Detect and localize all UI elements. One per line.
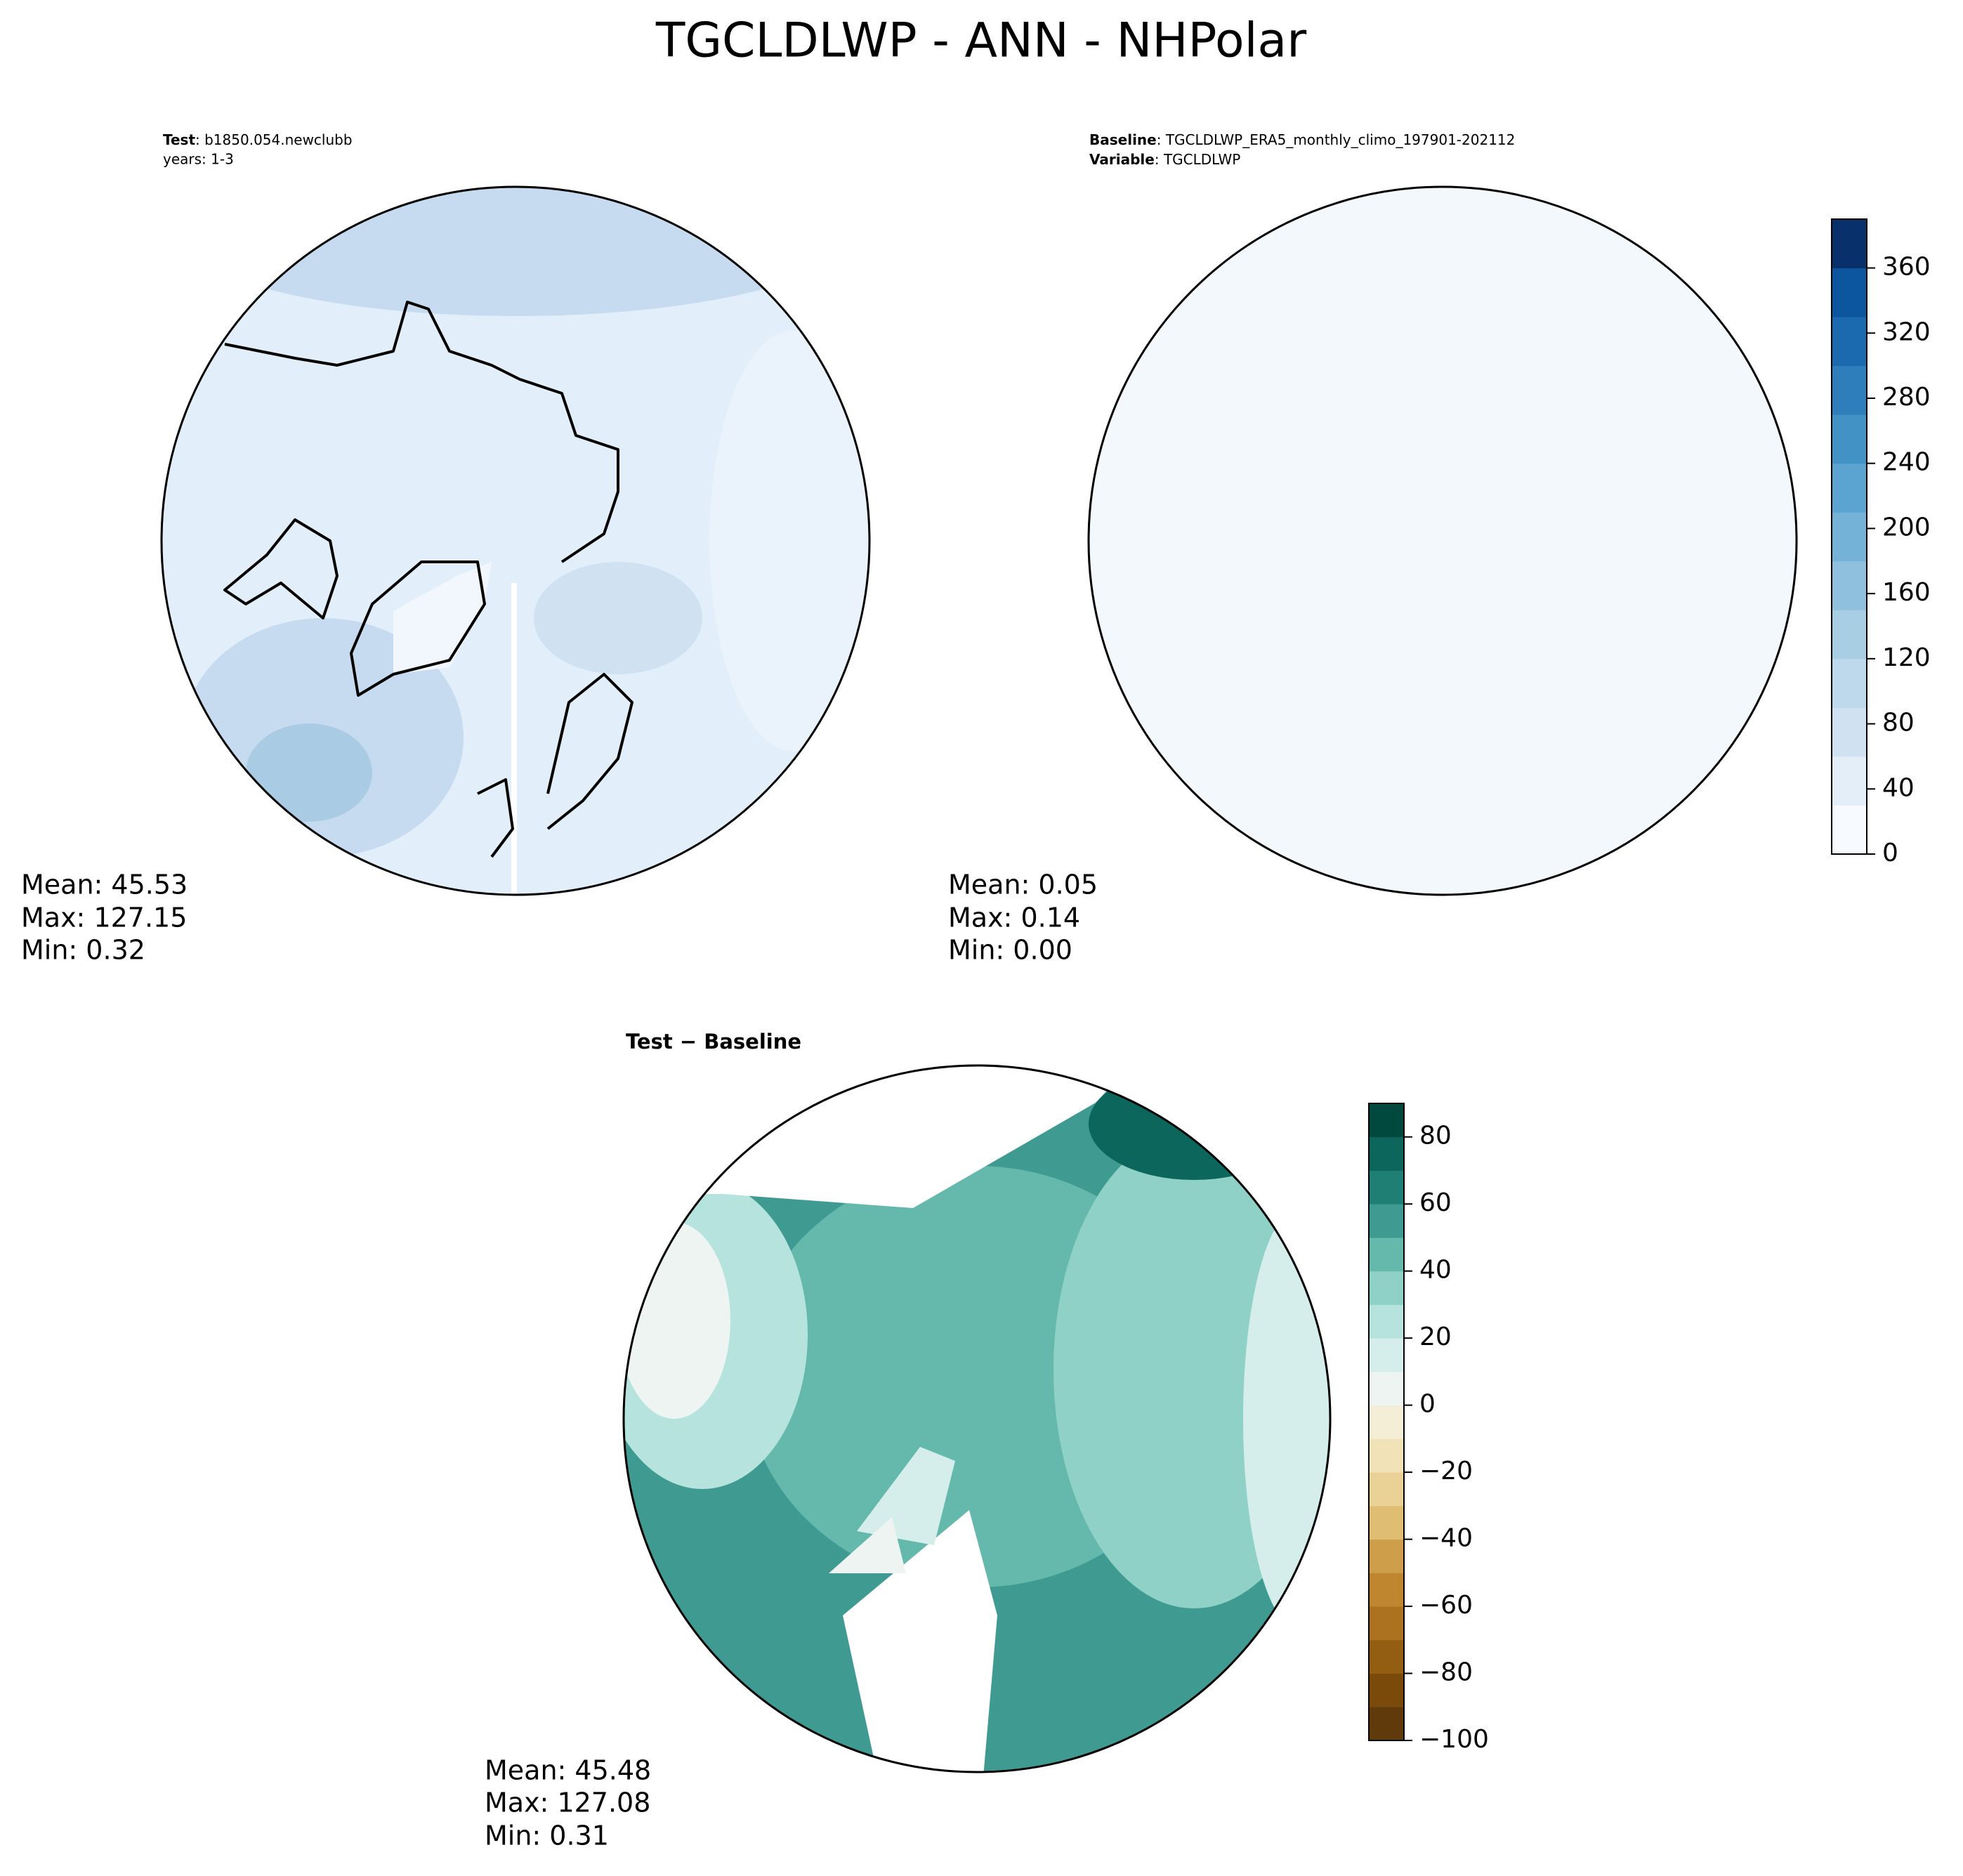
colorbar-band (1832, 512, 1867, 562)
colorbar-tick-label: 20 (1419, 1323, 1452, 1351)
map-border (160, 185, 871, 896)
colorbar-band (1369, 1606, 1404, 1641)
colorbar-band (1369, 1707, 1404, 1741)
colorbar-band (1369, 1304, 1404, 1339)
panel-header: Test − Baseline (626, 1030, 801, 1054)
difference-map (624, 1065, 1330, 1772)
stats: Mean: 45.53 Max: 127.15 Min: 0.32 Mean: … (21, 870, 1098, 1851)
colorbar-band (1369, 1136, 1404, 1171)
colorbar-tick-label: 0 (1882, 839, 1898, 867)
colorbar-band (1832, 463, 1867, 513)
panel-header: Test: b1850.054.newclubb (163, 131, 353, 148)
colorbar-tick-label: 240 (1882, 448, 1931, 477)
stat: Min: 0.00 (948, 935, 1072, 966)
colorbar-tick-label: 160 (1882, 578, 1931, 607)
colorbar-band (1832, 365, 1867, 415)
colorbar-band (1832, 805, 1867, 855)
colorbar-tick-label: 60 (1419, 1188, 1452, 1217)
colorbar-band (1369, 1673, 1404, 1707)
panel-header: Baseline: TGCLDLWP_ERA5_monthly_climo_19… (1089, 131, 1515, 148)
stat: Min: 0.31 (485, 1821, 609, 1851)
map-border (1087, 185, 1798, 896)
colorbar-band (1369, 1438, 1404, 1473)
colorbar-band (1369, 1472, 1404, 1507)
colorbar-tick-label: 0 (1419, 1390, 1436, 1419)
colorbar-band (1832, 658, 1867, 708)
colorbar-tick-label: 80 (1419, 1122, 1452, 1150)
stat: Mean: 45.48 (485, 1755, 651, 1786)
colorbar-band (1832, 610, 1867, 660)
stat: Max: 0.14 (948, 903, 1080, 933)
panel-header: years: 1-3 (163, 151, 234, 168)
colorbar-band (1369, 1338, 1404, 1372)
stat: Min: 0.32 (21, 935, 145, 966)
colorbar-band (1832, 414, 1867, 464)
map-border (622, 1064, 1332, 1773)
colorbar-tick-label: −40 (1419, 1524, 1473, 1553)
colorbar-tick-label: −100 (1419, 1725, 1489, 1754)
colorbar-band (1832, 317, 1867, 367)
colorbar-tick-label: 40 (1882, 773, 1915, 802)
colorbar-tick-label: 80 (1882, 709, 1915, 737)
colorbar-band (1369, 1573, 1404, 1607)
coastlines (223, 301, 633, 858)
colorbar-tick-label: −20 (1419, 1457, 1473, 1485)
colorbar-band (1832, 268, 1867, 317)
colorbar-tick-label: 120 (1882, 643, 1931, 672)
colorbar-band (1369, 1170, 1404, 1205)
colorbar-band (1369, 1204, 1404, 1238)
panel-header: Variable: TGCLDLWP (1089, 151, 1240, 168)
colorbar-band (1369, 1271, 1404, 1305)
colorbar-tick-label: 200 (1882, 513, 1931, 542)
colorbar-tick-label: 40 (1419, 1256, 1452, 1285)
colorbar-band (1369, 1371, 1404, 1406)
colorbar-frame (1831, 218, 1867, 855)
colorbar-band (1369, 1237, 1404, 1272)
stat: Mean: 0.05 (948, 870, 1098, 900)
colorbar-tick-label: 280 (1882, 383, 1931, 412)
colorbar-band (1832, 219, 1867, 269)
colorbar-frame (1368, 1103, 1405, 1741)
colorbar-tick-label: −60 (1419, 1591, 1473, 1620)
colorbar-band (1369, 1505, 1404, 1540)
colorbar-tick-label: −80 (1419, 1658, 1473, 1687)
colorbar-band (1832, 756, 1867, 806)
colorbar-band (1832, 707, 1867, 757)
colorbar-tick-label: 320 (1882, 317, 1931, 346)
test-map (162, 187, 869, 895)
colorbar-band (1369, 1405, 1404, 1439)
figure-title: TGCLDLWP - ANN - NHPolar (655, 13, 1306, 69)
stat: Max: 127.08 (485, 1788, 650, 1818)
colorbar-band (1369, 1539, 1404, 1573)
stat: Max: 127.15 (21, 903, 187, 933)
colorbar-band (1832, 560, 1867, 610)
colorbar-band (1369, 1103, 1404, 1138)
baseline-map (1089, 187, 1797, 895)
colorbar-band (1369, 1639, 1404, 1674)
stat: Mean: 45.53 (21, 870, 188, 900)
colorbar-tick-label: 360 (1882, 253, 1931, 282)
